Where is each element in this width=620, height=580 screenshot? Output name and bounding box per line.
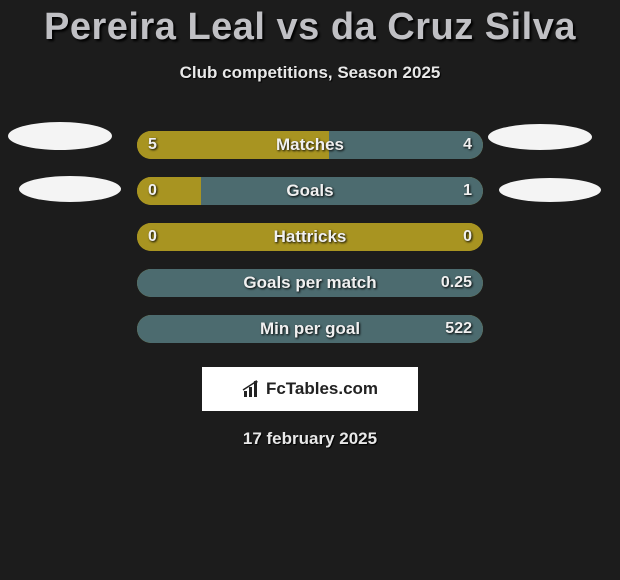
bar-track [137, 177, 483, 205]
stat-value-left: 0 [148, 177, 157, 205]
stat-value-left: 5 [148, 131, 157, 159]
bar-track [137, 131, 483, 159]
comparison-chart: Matches54Goals01Hattricks00Goals per mat… [0, 131, 620, 361]
page-subtitle: Club competitions, Season 2025 [0, 63, 620, 83]
stat-value-right: 4 [463, 131, 472, 159]
bar-fill-left [137, 223, 483, 251]
stat-row: Goals per match0.25 [0, 269, 620, 315]
page-title: Pereira Leal vs da Cruz Silva [0, 0, 620, 49]
player-avatar [499, 178, 601, 202]
bar-fill-right [137, 269, 483, 297]
bar-track [137, 269, 483, 297]
player-avatar [19, 176, 121, 202]
bar-fill-left [137, 177, 201, 205]
bars-icon [242, 380, 262, 398]
stat-value-right: 1 [463, 177, 472, 205]
stat-value-right: 0.25 [441, 269, 472, 297]
bar-fill-right [329, 131, 483, 159]
bar-track [137, 223, 483, 251]
player-avatar [8, 122, 112, 150]
logo-box: FcTables.com [202, 367, 418, 411]
logo-text: FcTables.com [266, 379, 378, 399]
logo: FcTables.com [242, 379, 378, 399]
bar-fill-left [137, 131, 329, 159]
stat-value-right: 0 [463, 223, 472, 251]
bar-fill-right [201, 177, 483, 205]
stat-value-left: 0 [148, 223, 157, 251]
bar-fill-right [137, 315, 483, 343]
stat-row: Hattricks00 [0, 223, 620, 269]
stat-row: Min per goal522 [0, 315, 620, 361]
bar-track [137, 315, 483, 343]
player-avatar [488, 124, 592, 150]
stat-value-right: 522 [445, 315, 472, 343]
date-text: 17 february 2025 [0, 429, 620, 449]
